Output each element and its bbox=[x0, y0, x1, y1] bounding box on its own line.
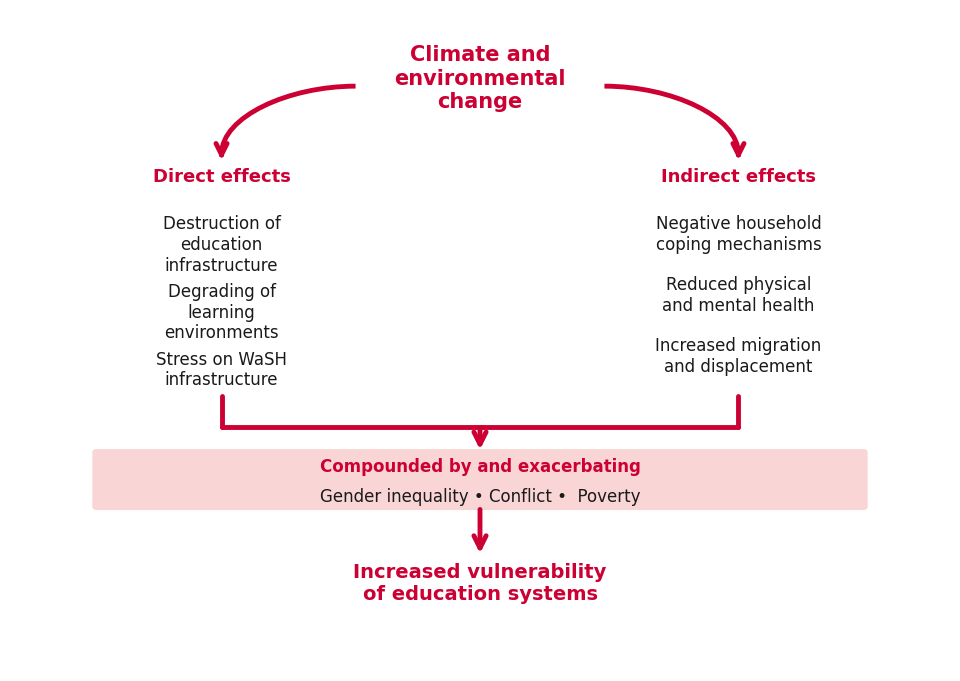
Text: Negative household
coping mechanisms: Negative household coping mechanisms bbox=[656, 215, 822, 254]
Text: Reduced physical
and mental health: Reduced physical and mental health bbox=[662, 276, 815, 315]
Text: Direct effects: Direct effects bbox=[153, 168, 291, 185]
Text: Gender inequality • Conflict •  Poverty: Gender inequality • Conflict • Poverty bbox=[320, 488, 640, 506]
Text: Increased vulnerability
of education systems: Increased vulnerability of education sys… bbox=[353, 563, 607, 604]
Text: Stress on WaSH
infrastructure: Stress on WaSH infrastructure bbox=[156, 351, 287, 390]
Text: Compounded by and exacerbating: Compounded by and exacerbating bbox=[320, 458, 640, 476]
Text: Increased migration
and displacement: Increased migration and displacement bbox=[656, 337, 822, 376]
FancyBboxPatch shape bbox=[92, 449, 868, 510]
Text: Destruction of
education
infrastructure: Destruction of education infrastructure bbox=[162, 215, 280, 274]
Text: Degrading of
learning
environments: Degrading of learning environments bbox=[164, 283, 278, 343]
Text: Climate and
environmental
change: Climate and environmental change bbox=[395, 46, 565, 112]
Text: Indirect effects: Indirect effects bbox=[660, 168, 816, 185]
